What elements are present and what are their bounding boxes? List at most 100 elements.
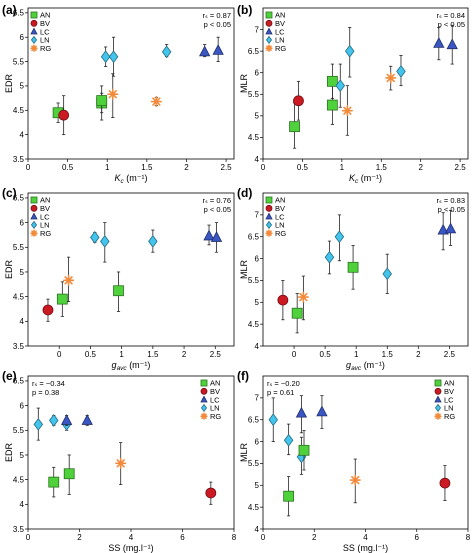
- x-tick-label: 0: [261, 163, 266, 172]
- marker-ln: [161, 45, 172, 59]
- data-point-rg: [341, 85, 353, 136]
- x-tick-label: 2: [312, 533, 317, 542]
- legend-marker-ln: [30, 35, 38, 45]
- marker-ln: [108, 50, 119, 64]
- data-point-ln: [33, 407, 44, 441]
- panel-a: (a) 3.5 4 4.5 5 5.5 6 6.5 0 0.5 1 1.5 2 2.5 EDR Kc (m⁻¹…: [2, 3, 235, 185]
- data-point-ln: [90, 230, 100, 244]
- panel-letter: (e): [2, 369, 17, 383]
- legend-entry-ln: LN: [275, 221, 285, 230]
- y-axis-label: MLR: [239, 74, 249, 94]
- stats-text: rₛ = 0.87: [203, 11, 231, 20]
- x-tick-label: 6: [415, 533, 420, 542]
- marker-ln: [334, 230, 345, 244]
- y-tick-label: 5: [255, 298, 260, 307]
- y-tick-label: 4: [255, 525, 260, 534]
- marker-bv: [277, 294, 289, 306]
- marker-rg: [150, 95, 162, 108]
- data-point-bv: [58, 95, 70, 136]
- y-tick-label: 6: [255, 437, 260, 446]
- y-tick-label: 6: [255, 254, 260, 263]
- data-point-ln: [296, 436, 307, 475]
- marker-rg: [297, 291, 309, 303]
- data-point-ln: [268, 397, 278, 442]
- data-point-an: [326, 63, 338, 99]
- legend-marker-lc: [30, 27, 38, 35]
- marker-ln: [344, 44, 355, 58]
- legend-marker-lc: [265, 212, 273, 220]
- y-tick-label: 5: [20, 451, 25, 460]
- panel-d: (d) 4 4.5 5 5.5 6 6.5 7 0 0.5 1 1.5 2 2.5 MLR gavc (m⁻¹…: [237, 186, 469, 372]
- legend-marker-ln: [30, 220, 38, 230]
- y-tick-label: 4.5: [248, 133, 260, 142]
- data-point-ln: [344, 27, 355, 78]
- data-point-an: [63, 454, 75, 495]
- legend-entry-bv: BV: [444, 387, 454, 396]
- data-point-an: [96, 85, 108, 121]
- data-point-an: [48, 466, 60, 498]
- legend-marker-lc: [265, 27, 273, 35]
- data-point-ln: [283, 423, 294, 456]
- marker-lc: [444, 222, 457, 234]
- y-tick-label: 4.5: [13, 475, 25, 484]
- data-point-bv: [42, 298, 54, 322]
- legend-entry-lc: LC: [275, 212, 285, 221]
- data-point-bv: [277, 280, 289, 321]
- data-point-lc: [444, 210, 457, 246]
- stats-text: p < 0.05: [438, 205, 465, 214]
- data-point-ln: [334, 214, 345, 262]
- legend-entry-bv: BV: [275, 204, 285, 213]
- marker-lc: [60, 414, 73, 425]
- x-tick-label: 1.5: [376, 163, 388, 172]
- x-tick-label: 2.5: [455, 163, 467, 172]
- legend-marker-ln: [434, 403, 442, 413]
- y-tick-label: 3.5: [13, 525, 25, 534]
- legend-entry-bv: BV: [40, 204, 50, 213]
- legend-entry-bv: BV: [275, 19, 285, 28]
- marker-ln: [100, 50, 111, 64]
- marker-rg: [341, 105, 353, 117]
- data-point-ln: [382, 253, 392, 294]
- marker-ln: [90, 230, 100, 244]
- data-point-ln: [100, 222, 110, 263]
- marker-ln: [335, 79, 346, 93]
- legend-marker-lc: [200, 395, 208, 403]
- x-tick-label: 0.5: [297, 163, 309, 172]
- data-point-ln: [161, 44, 172, 59]
- data-point-rg: [349, 458, 361, 504]
- y-tick-label: 5: [255, 112, 260, 121]
- data-point-rg: [385, 65, 397, 91]
- data-point-an: [56, 281, 68, 317]
- stats-text: p < 0.05: [204, 205, 231, 214]
- x-tick-label: 1: [119, 350, 124, 359]
- y-tick-label: 4: [20, 317, 25, 326]
- marker-bv: [439, 477, 451, 489]
- marker-lc: [81, 414, 93, 425]
- marker-lc: [203, 229, 215, 241]
- legend-entry-bv: BV: [40, 19, 50, 28]
- marker-lc: [212, 44, 224, 55]
- marker-bv: [42, 304, 54, 316]
- legend-entry-an: AN: [444, 379, 454, 388]
- data-point-an: [347, 245, 359, 290]
- stats-text: rₛ = 0.84: [437, 11, 465, 20]
- y-tick-label: 7: [255, 25, 260, 34]
- data-point-rg: [297, 275, 309, 321]
- data-point-an: [283, 476, 295, 517]
- y-axis-label: EDR: [4, 74, 14, 94]
- marker-an: [56, 293, 68, 305]
- x-axis-label: Kc (m⁻¹): [114, 173, 147, 185]
- legend-entry-an: AN: [210, 379, 220, 388]
- x-axis-label: SS (mg.l⁻¹): [343, 543, 388, 553]
- panel-letter: (d): [237, 186, 252, 200]
- data-point-lc: [437, 212, 449, 251]
- x-tick-label: 1: [105, 163, 110, 172]
- legend-entry-an: AN: [40, 196, 50, 205]
- y-tick-label: 6.5: [13, 9, 25, 18]
- marker-rg: [385, 72, 397, 84]
- x-tick-label: 8: [232, 533, 237, 542]
- y-axis-label: MLR: [239, 260, 249, 280]
- x-tick-label: 0.5: [85, 350, 97, 359]
- marker-an: [291, 307, 303, 319]
- legend-marker-rg: [30, 229, 38, 237]
